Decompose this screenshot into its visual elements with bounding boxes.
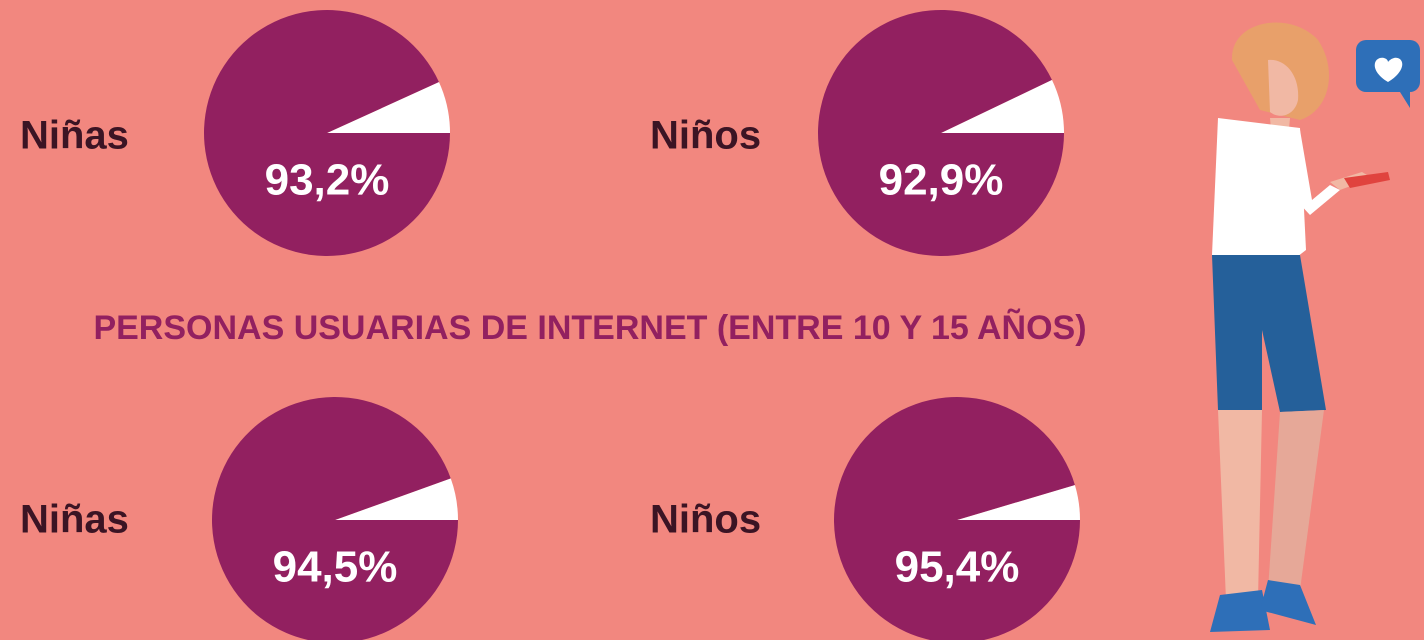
pie-slice bbox=[817, 9, 1064, 256]
value-label: 92,9% bbox=[879, 156, 1004, 205]
value-label: 93,2% bbox=[265, 156, 390, 205]
pie-remainder bbox=[957, 484, 1080, 520]
pie-remainder bbox=[327, 82, 450, 133]
value-label: 95,4% bbox=[895, 543, 1020, 592]
pie-slice bbox=[203, 10, 450, 256]
pie-slice bbox=[834, 396, 1080, 640]
heading: PERSONAS USUARIAS DE INTERNET (ENTRE 10 … bbox=[93, 309, 1086, 347]
pie-remainder bbox=[335, 478, 458, 520]
pie-slice bbox=[212, 397, 458, 640]
value-label: 94,5% bbox=[273, 543, 398, 592]
illustration bbox=[1210, 22, 1420, 632]
pie-remainder bbox=[941, 79, 1064, 133]
chart-title: Niños bbox=[650, 498, 761, 542]
chart-title: Niñas bbox=[20, 498, 129, 542]
chart-title: Niñas bbox=[20, 114, 129, 158]
chart-title: Niños bbox=[650, 114, 761, 158]
